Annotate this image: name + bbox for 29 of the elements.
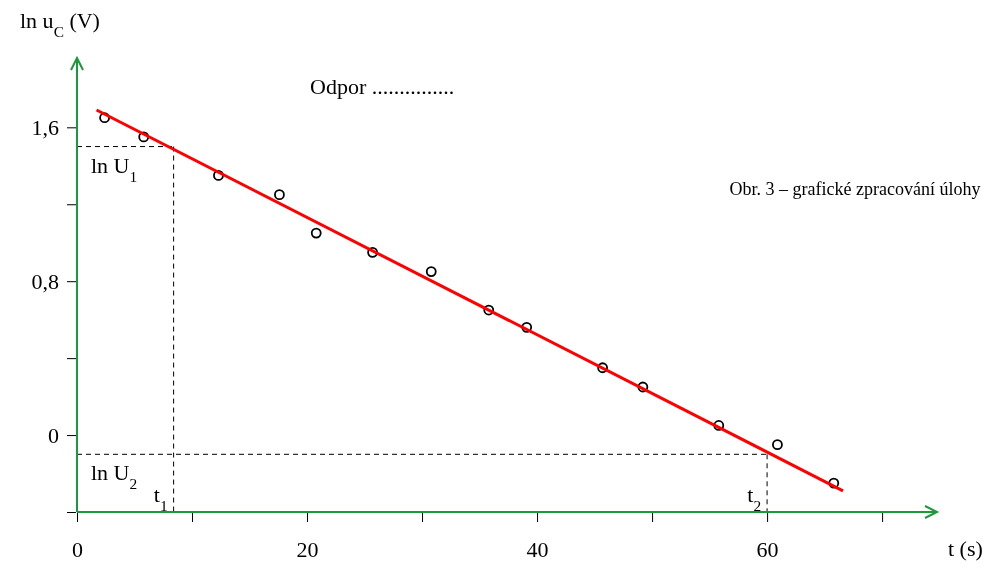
point [367,246,378,258]
point [713,420,725,431]
point [772,439,783,451]
y-axis-title: ln u$_{C}$ (V) [20,8,100,40]
point [483,304,495,316]
ref-line-label: t$_{2}$ [747,482,762,514]
y-tick-label: 1,6 [31,114,59,140]
point [597,362,609,374]
point [99,112,110,124]
point [213,170,224,181]
x-tick-label: 40 [526,536,549,562]
point [521,321,533,333]
annotation: Odpor ............... [310,74,455,99]
x-tick-label: 0 [72,536,83,562]
ref-line-label: t$_{1}$ [153,482,168,514]
point [637,381,649,393]
point [828,477,840,489]
x-tick-label: 20 [296,536,319,562]
text: 0 [48,422,59,448]
point [138,131,150,143]
ref-line-label: ln U$_{1}$ [91,152,138,185]
point [425,266,437,277]
ref-line-label: ln U$_{2}$ [91,460,138,492]
point [274,189,285,201]
x-tick-label: 60 [756,536,779,562]
annotation: Obr. 3 – grafické zpracování úlohy [728,178,982,201]
x-axis-title: t (s) [948,536,983,561]
y-tick-label: 0,8 [31,268,59,294]
point [310,227,322,239]
